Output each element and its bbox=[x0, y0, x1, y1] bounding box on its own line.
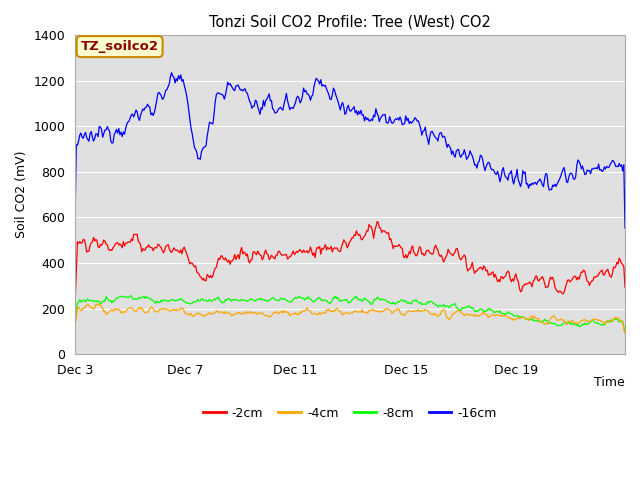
Y-axis label: Soil CO2 (mV): Soil CO2 (mV) bbox=[15, 151, 28, 239]
Text: Time: Time bbox=[595, 376, 625, 389]
Text: TZ_soilco2: TZ_soilco2 bbox=[81, 40, 159, 53]
Legend: -2cm, -4cm, -8cm, -16cm: -2cm, -4cm, -8cm, -16cm bbox=[198, 402, 502, 425]
Title: Tonzi Soil CO2 Profile: Tree (West) CO2: Tonzi Soil CO2 Profile: Tree (West) CO2 bbox=[209, 15, 491, 30]
